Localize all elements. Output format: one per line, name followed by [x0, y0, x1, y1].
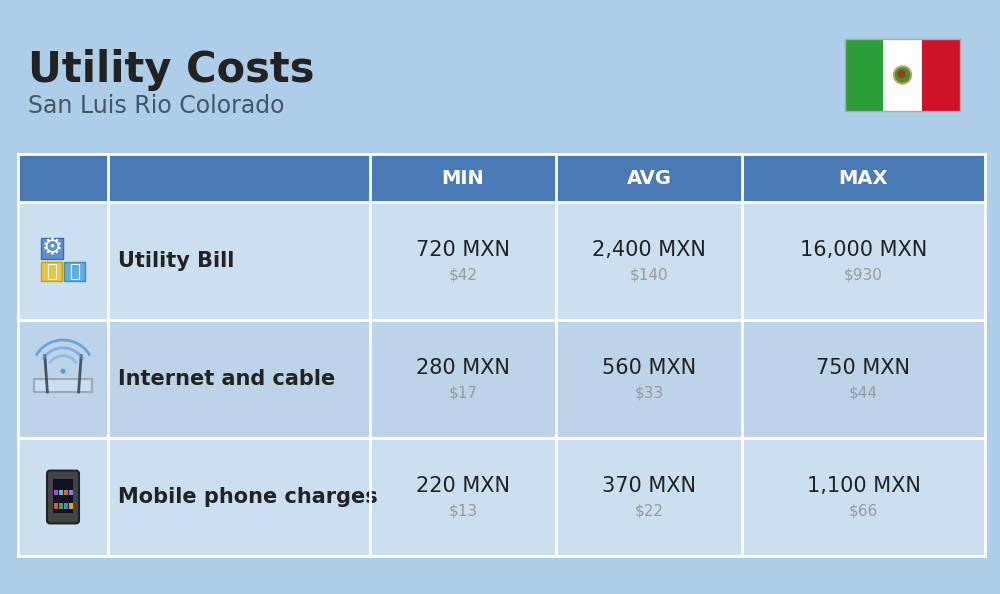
Text: Utility Bill: Utility Bill [118, 251, 234, 271]
Text: 16,000 MXN: 16,000 MXN [800, 240, 927, 260]
Text: 750 MXN: 750 MXN [816, 358, 910, 378]
Circle shape [896, 68, 910, 82]
Bar [69, 503, 73, 508]
Bar [59, 503, 63, 508]
Bar [18, 154, 985, 202]
Bar [18, 202, 985, 320]
Bar [18, 438, 985, 556]
Text: 1,100 MXN: 1,100 MXN [807, 476, 920, 496]
Bar [18, 154, 985, 556]
Text: MAX: MAX [839, 169, 888, 188]
Text: Mobile phone charges: Mobile phone charges [118, 487, 378, 507]
Bar [53, 479, 73, 513]
Bar [64, 262, 85, 282]
Text: MIN: MIN [442, 169, 484, 188]
Text: 🔌: 🔌 [46, 263, 57, 281]
Bar [54, 503, 58, 508]
Bar [64, 489, 68, 495]
Bar [69, 489, 73, 495]
Bar [34, 379, 92, 392]
Text: San Luis Rio Colorado: San Luis Rio Colorado [28, 94, 285, 118]
Text: 280 MXN: 280 MXN [416, 358, 510, 378]
Bar [18, 320, 985, 438]
Text: $44: $44 [849, 386, 878, 400]
Bar [41, 238, 63, 258]
Circle shape [898, 71, 905, 77]
Bar [64, 503, 68, 508]
Bar [41, 262, 62, 282]
Text: 💧: 💧 [69, 263, 80, 281]
Text: $33: $33 [634, 386, 664, 400]
Bar [18, 154, 985, 556]
Text: Utility Costs: Utility Costs [28, 49, 314, 91]
Bar [922, 39, 960, 111]
Text: 220 MXN: 220 MXN [416, 476, 510, 496]
Text: 560 MXN: 560 MXN [602, 358, 696, 378]
Text: $42: $42 [448, 267, 478, 283]
Circle shape [894, 66, 912, 84]
Text: AVG: AVG [626, 169, 672, 188]
Bar [59, 489, 63, 495]
Text: 2,400 MXN: 2,400 MXN [592, 240, 706, 260]
Text: $17: $17 [448, 386, 478, 400]
Text: $22: $22 [635, 504, 664, 519]
Text: ⚙: ⚙ [42, 237, 63, 260]
Text: Internet and cable: Internet and cable [118, 369, 335, 389]
Text: 720 MXN: 720 MXN [416, 240, 510, 260]
FancyBboxPatch shape [47, 470, 79, 523]
Text: $66: $66 [849, 504, 878, 519]
Bar [845, 39, 883, 111]
Text: 370 MXN: 370 MXN [602, 476, 696, 496]
Bar [845, 39, 960, 111]
Text: $13: $13 [448, 504, 478, 519]
Bar [54, 489, 58, 495]
Bar [883, 39, 922, 111]
Text: $930: $930 [844, 267, 883, 283]
Circle shape [61, 369, 65, 373]
Text: $140: $140 [630, 267, 668, 283]
